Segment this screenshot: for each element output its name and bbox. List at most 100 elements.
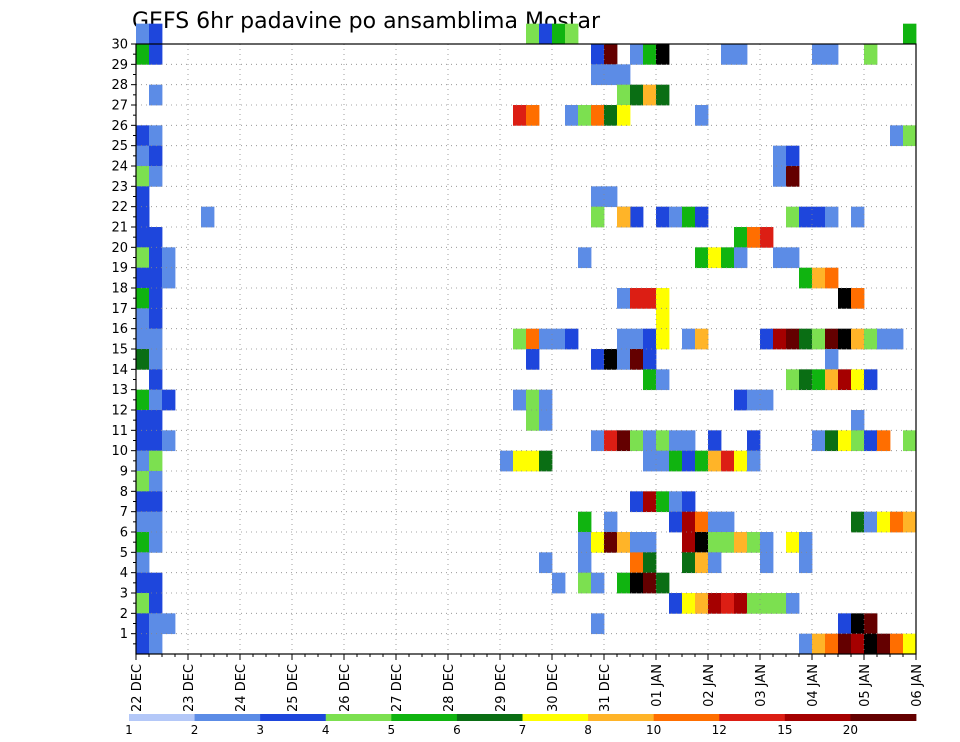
y-tick-label: 30 xyxy=(111,38,128,53)
heatmap-cell xyxy=(526,410,540,431)
colorbar-swatch xyxy=(850,714,917,721)
heatmap-cell xyxy=(682,511,696,533)
colorbar-swatch xyxy=(784,714,851,721)
heatmap-cell xyxy=(149,166,163,187)
heatmap-cell xyxy=(643,450,657,472)
heatmap-cell xyxy=(526,349,540,370)
heatmap-cell xyxy=(890,328,904,350)
heatmap-cell xyxy=(565,105,579,126)
heatmap-cell xyxy=(877,511,891,533)
x-tick-label: 06 JAN xyxy=(910,664,925,707)
heatmap-cell xyxy=(604,44,618,65)
heatmap-cell xyxy=(149,633,163,655)
heatmap-cell xyxy=(682,532,696,553)
heatmap-cell xyxy=(136,328,150,350)
heatmap-cell xyxy=(838,633,852,655)
heatmap-cell xyxy=(539,450,553,472)
heatmap-cell xyxy=(513,389,527,411)
heatmap-cell xyxy=(149,288,163,309)
heatmap-cell xyxy=(799,267,813,289)
y-tick-label: 20 xyxy=(111,241,128,256)
heatmap-cell xyxy=(669,511,683,533)
heatmap-cell xyxy=(578,511,592,533)
heatmap-cell xyxy=(708,430,722,452)
heatmap-cell xyxy=(903,23,917,45)
heatmap-cell xyxy=(708,532,722,553)
heatmap-cell xyxy=(851,206,865,228)
heatmap-cell xyxy=(578,247,592,269)
heatmap-cell xyxy=(552,23,566,45)
colorbar-swatch xyxy=(653,714,720,721)
heatmap-cell xyxy=(149,125,163,147)
heatmap-cell xyxy=(526,328,540,350)
heatmap-cell xyxy=(162,247,176,269)
heatmap-cell xyxy=(838,613,852,635)
heatmap-cell xyxy=(669,593,683,614)
heatmap-cell xyxy=(695,105,709,126)
y-tick-label: 23 xyxy=(111,180,128,195)
heatmap-cell xyxy=(136,186,150,208)
heatmap-cell xyxy=(136,125,150,147)
heatmap-cell xyxy=(877,633,891,655)
y-tick-label: 12 xyxy=(111,404,128,419)
y-tick-label: 29 xyxy=(111,58,128,73)
heatmap-cell xyxy=(578,532,592,553)
heatmap-cell xyxy=(136,450,150,472)
heatmap-cell xyxy=(149,430,163,452)
colorbar-swatch xyxy=(456,714,523,721)
heatmap-cell xyxy=(838,369,852,391)
heatmap-cell xyxy=(656,450,670,472)
heatmap-cell xyxy=(630,572,644,594)
heatmap-cell xyxy=(682,328,696,350)
colorbar-label: 7 xyxy=(519,723,527,737)
heatmap-cell xyxy=(786,593,800,614)
heatmap-cell xyxy=(136,430,150,452)
heatmap-cell xyxy=(136,145,150,167)
y-tick-label: 27 xyxy=(111,99,128,114)
heatmap-cell xyxy=(643,288,657,309)
heatmap-cell xyxy=(201,206,215,228)
chart-title: GEFS 6hr padavine po ansamblima Mostar xyxy=(132,9,601,34)
y-tick-label: 16 xyxy=(111,322,128,337)
heatmap-cell xyxy=(825,633,839,655)
heatmap-cell xyxy=(604,186,618,208)
colorbar-label: 12 xyxy=(712,723,727,737)
heatmap-cell xyxy=(825,44,839,65)
heatmap-cell xyxy=(513,450,527,472)
heatmap-cell xyxy=(786,247,800,269)
heatmap-cell xyxy=(136,471,150,492)
heatmap-cell xyxy=(903,430,917,452)
heatmap-cell xyxy=(773,593,787,614)
heatmap-cell xyxy=(864,633,878,655)
heatmap-cell xyxy=(721,450,735,472)
heatmap-cell xyxy=(682,552,696,574)
heatmap-cell xyxy=(149,389,163,411)
y-tick-label: 7 xyxy=(120,505,128,520)
x-tick-label: 22 DEC xyxy=(130,664,145,712)
heatmap-cell xyxy=(643,44,657,65)
heatmap-cell xyxy=(149,369,163,391)
heatmap-cell xyxy=(604,532,618,553)
heatmap-cell xyxy=(149,328,163,350)
heatmap-cell xyxy=(695,532,709,553)
heatmap-cell xyxy=(773,328,787,350)
heatmap-cell xyxy=(162,267,176,289)
heatmap-cell xyxy=(682,450,696,472)
heatmap-cell xyxy=(604,105,618,126)
heatmap-cell xyxy=(643,572,657,594)
heatmap-cell xyxy=(149,267,163,289)
heatmap-cell xyxy=(656,44,670,65)
heatmap-cell xyxy=(539,552,553,574)
heatmap-cell xyxy=(513,105,527,126)
heatmap-cell xyxy=(604,64,618,86)
y-tick-label: 18 xyxy=(111,282,128,297)
heatmap-cell xyxy=(812,369,826,391)
heatmap-cell xyxy=(760,552,774,574)
y-tick-label: 8 xyxy=(120,485,128,500)
y-tick-label: 13 xyxy=(111,383,128,398)
heatmap-cells xyxy=(136,23,917,655)
x-tick-label: 05 JAN xyxy=(858,664,873,707)
heatmap-cell xyxy=(149,308,163,330)
y-tick-label: 11 xyxy=(111,424,128,439)
